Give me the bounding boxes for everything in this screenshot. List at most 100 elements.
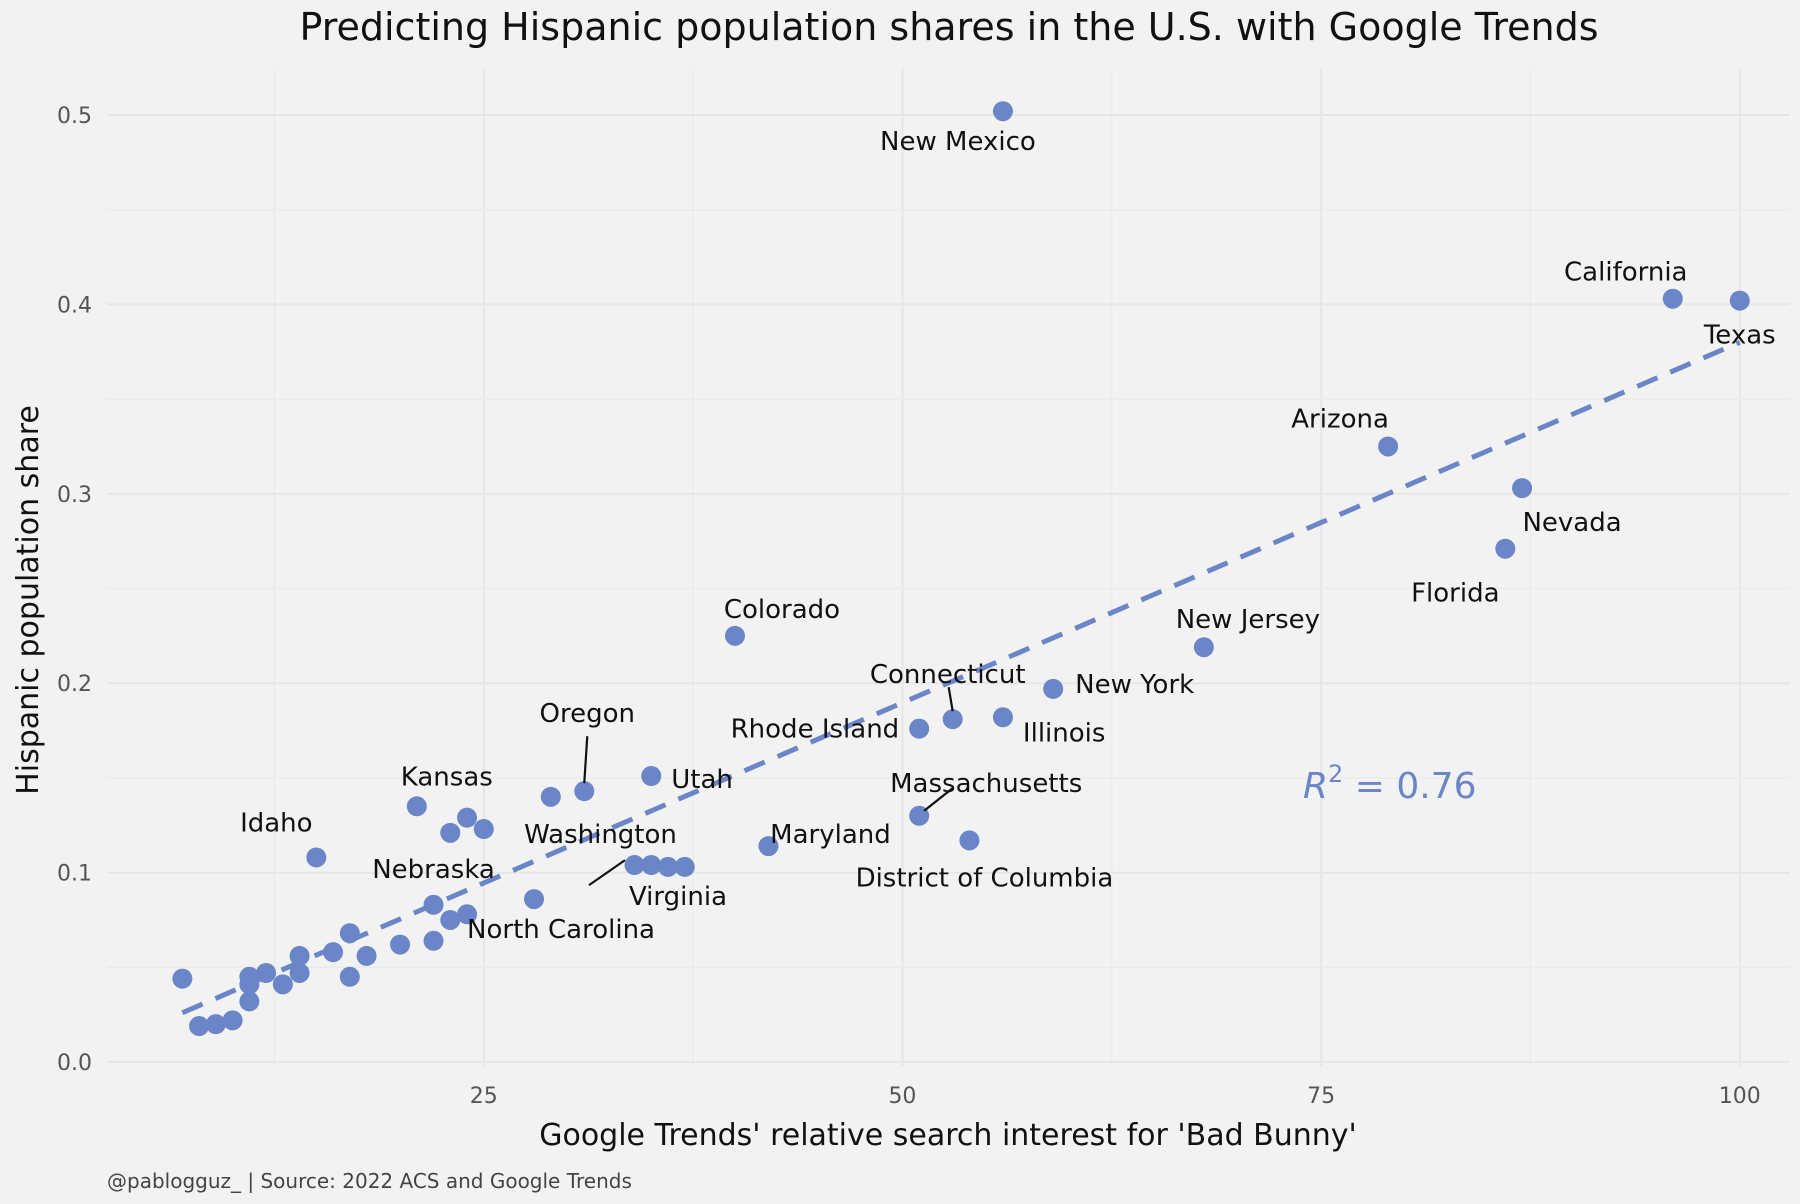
data-point: [1729, 290, 1750, 311]
point-label: District of Columbia: [856, 863, 1114, 893]
data-point: [1662, 288, 1683, 309]
y-tick-label: 0.5: [57, 104, 92, 129]
data-point: [256, 962, 277, 983]
x-tick-label: 50: [888, 1084, 916, 1109]
data-point: [272, 974, 293, 995]
data-point: [339, 923, 360, 944]
data-point: [992, 707, 1013, 728]
data-point: [540, 786, 561, 807]
label-leader-line: [583, 736, 589, 784]
point-label: Rhode Island: [731, 715, 900, 745]
point-label: Maryland: [770, 820, 891, 850]
data-point: [641, 766, 662, 787]
data-point: [909, 718, 930, 739]
data-point: [423, 894, 444, 915]
data-point: [942, 709, 963, 730]
data-point: [172, 968, 193, 989]
y-tick-label: 0.1: [57, 862, 92, 887]
data-point: [440, 909, 461, 930]
data-point: [959, 830, 980, 851]
data-point: [524, 889, 545, 910]
data-point: [758, 836, 779, 857]
point-label: Nebraska: [372, 855, 495, 885]
point-label: North Carolina: [467, 915, 655, 945]
y-tick-label: 0.2: [57, 672, 92, 697]
label-leader-lines: [583, 687, 954, 887]
data-point: [473, 819, 494, 840]
point-label: New Jersey: [1176, 605, 1320, 635]
point-label: Washington: [524, 820, 677, 850]
r-squared-value: = 0.76: [1343, 766, 1476, 807]
point-label: New Mexico: [880, 127, 1036, 157]
data-point: [239, 991, 260, 1012]
data-point: [1043, 678, 1064, 699]
point-label: Idaho: [240, 808, 313, 838]
data-point: [674, 856, 695, 877]
point-label: Illinois: [1023, 718, 1105, 748]
data-point: [289, 945, 310, 966]
caption: @pablogguz_ | Source: 2022 ACS and Googl…: [107, 1169, 632, 1193]
point-label: Kansas: [401, 762, 493, 792]
y-tick-label: 0.0: [57, 1051, 92, 1076]
data-points: [172, 101, 1750, 1037]
label-leader-line: [947, 687, 954, 712]
data-point: [406, 796, 427, 817]
data-point: [724, 625, 745, 646]
r-squared-annotation: R2 = 0.76: [1303, 760, 1477, 807]
data-point: [239, 974, 260, 995]
data-point: [339, 966, 360, 987]
x-tick-label: 100: [1719, 1084, 1761, 1109]
chart-title: Predicting Hispanic population shares in…: [299, 5, 1598, 49]
data-point: [1512, 478, 1533, 499]
data-point: [323, 942, 344, 963]
x-axis-title: Google Trends' relative search interest …: [539, 1118, 1357, 1153]
point-label: Florida: [1411, 579, 1499, 609]
trend-line-group: [181, 339, 1741, 1016]
data-point: [457, 904, 478, 925]
point-label: New York: [1075, 670, 1194, 700]
data-point: [306, 847, 327, 868]
data-point: [1193, 637, 1214, 658]
point-label: Arizona: [1291, 404, 1389, 434]
data-point: [189, 1016, 210, 1037]
data-point: [658, 856, 678, 877]
data-point: [356, 945, 377, 966]
point-labels: New Mexico California Texas Arizona Nevada Fl…: [240, 127, 1776, 945]
label-leader-line: [588, 859, 626, 887]
r-squared-symbol: R: [1303, 766, 1328, 807]
data-point: [440, 822, 461, 843]
y-axis-title: Hispanic population share: [11, 405, 46, 795]
point-label: Texas: [1703, 321, 1776, 351]
data-point: [1378, 436, 1399, 457]
data-point: [423, 930, 444, 951]
data-point: [222, 1010, 243, 1031]
point-label: Massachusetts: [890, 769, 1082, 799]
point-label: Colorado: [724, 595, 840, 625]
data-point: [624, 855, 645, 876]
x-tick-label: 75: [1307, 1084, 1335, 1109]
point-label: California: [1564, 258, 1687, 288]
data-point: [205, 1014, 226, 1035]
data-point: [390, 934, 411, 955]
x-tick-label: 25: [470, 1084, 498, 1109]
grid-lines: [107, 68, 1790, 1066]
data-point: [992, 101, 1013, 122]
data-point: [457, 807, 478, 828]
point-label: Utah: [671, 765, 733, 795]
data-point: [289, 962, 310, 983]
y-tick-label: 0.4: [57, 293, 92, 318]
point-label: Oregon: [540, 699, 635, 729]
point-label: Virginia: [629, 882, 727, 912]
label-leader-line: [923, 786, 954, 812]
data-point: [1495, 538, 1516, 559]
data-point: [574, 781, 595, 802]
r-squared-exponent: 2: [1328, 760, 1343, 788]
trend-line: [181, 339, 1741, 1016]
data-point: [641, 855, 662, 876]
y-tick-label: 0.3: [57, 483, 92, 508]
point-label: Nevada: [1522, 508, 1621, 538]
axis-ticks: 25 50 75 100 0.0 0.1 0.2 0.3 0.4 0.5: [57, 104, 1761, 1109]
point-label: Connecticut: [870, 660, 1026, 690]
